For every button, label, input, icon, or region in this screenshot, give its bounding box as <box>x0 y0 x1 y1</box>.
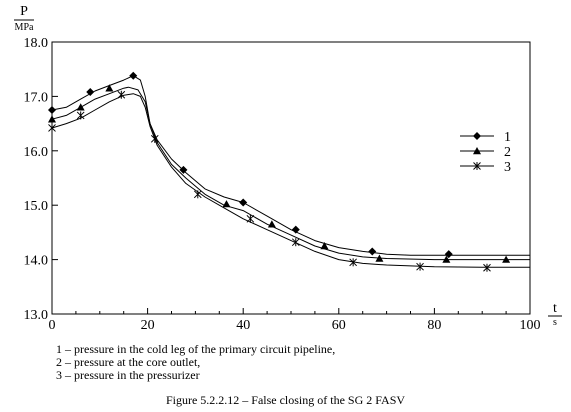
series-3-point <box>416 262 424 271</box>
series-1 <box>48 71 530 259</box>
legend-marker <box>473 147 481 155</box>
series-1-point <box>368 247 377 256</box>
y-axis-unit: MPa <box>15 22 34 33</box>
series-3-point <box>349 258 357 267</box>
x-tick-label: 40 <box>236 318 250 333</box>
legend-marker <box>473 162 481 170</box>
legend-entry-3: 3 <box>460 160 511 175</box>
legend-entry-1: 1 <box>460 130 511 145</box>
series-3-line <box>51 93 530 268</box>
x-tick-label: 20 <box>141 318 155 333</box>
series-2-point <box>48 115 56 123</box>
series-3-point <box>48 123 56 132</box>
x-tick-label: 60 <box>332 318 346 333</box>
figure-caption: Figure 5.2.2.12 – False closing of the S… <box>165 393 406 407</box>
caption-line-2: 2 – pressure at the core outlet, <box>56 355 201 369</box>
y-tick-label: 14.0 <box>24 254 49 269</box>
legend-marker <box>473 132 481 140</box>
x-tick-label: 0 <box>49 318 56 333</box>
series-1-point <box>86 88 95 97</box>
series-3-point <box>193 190 202 199</box>
series-1-point <box>129 71 138 80</box>
series-1-point <box>291 225 300 234</box>
series-2-point <box>442 255 451 263</box>
axis-ticks: 0 20 40 60 80 100 13.0 14.0 15.0 16.0 17.0 18.0 <box>24 36 541 333</box>
series-1-line <box>51 75 530 256</box>
series-2-point <box>267 220 276 228</box>
series-3-point <box>76 111 85 120</box>
y-tick-label: 13.0 <box>24 308 49 323</box>
x-tick-label: 100 <box>520 318 541 333</box>
legend-description: 1 – pressure in the cold leg of the prim… <box>56 343 556 382</box>
y-tick-label: 18.0 <box>24 36 49 51</box>
series-2-point <box>105 84 114 92</box>
caption-line-1: 1 – pressure in the cold leg of the prim… <box>56 342 336 356</box>
series-1-point <box>444 250 453 259</box>
series-3-point <box>150 134 159 143</box>
y-tick-label: 16.0 <box>24 145 49 160</box>
legend-label: 3 <box>504 160 511 175</box>
x-axis-title: t s <box>548 301 562 328</box>
series-2-point <box>320 242 329 250</box>
legend-entry-2: 2 <box>460 145 511 160</box>
y-tick-label: 15.0 <box>24 199 49 214</box>
x-axis-unit: s <box>553 317 557 328</box>
y-tick-label: 17.0 <box>24 90 49 105</box>
y-axis-label: P <box>20 4 28 19</box>
series-3 <box>48 90 530 272</box>
series-1-point <box>239 198 248 207</box>
series-2-point <box>76 103 85 111</box>
series-3-point <box>117 90 126 99</box>
series-layer <box>48 71 530 272</box>
series-1-point <box>179 165 188 174</box>
legend-label: 2 <box>504 145 511 160</box>
series-3-point <box>483 263 491 272</box>
legend-label: 1 <box>504 130 511 145</box>
caption-line-3: 3 – pressure in the pressurizer <box>56 368 200 382</box>
series-2-point <box>502 255 511 263</box>
series-1-point <box>48 106 56 114</box>
series-2 <box>48 84 530 263</box>
x-axis-label: t <box>553 301 557 316</box>
x-tick-label: 80 <box>427 318 441 333</box>
y-axis-title: P MPa <box>14 4 34 33</box>
series-2-point <box>375 254 384 262</box>
plot-frame <box>51 41 531 315</box>
series-3-point <box>291 238 300 247</box>
pressure-chart: P MPa t s 0 20 40 60 80 100 13.0 14.0 15.0 16.0 17… <box>14 4 562 333</box>
series-2-point <box>222 200 231 208</box>
series-2-line <box>51 86 530 261</box>
legend: 123 <box>460 130 511 175</box>
series-3-point <box>246 214 255 223</box>
